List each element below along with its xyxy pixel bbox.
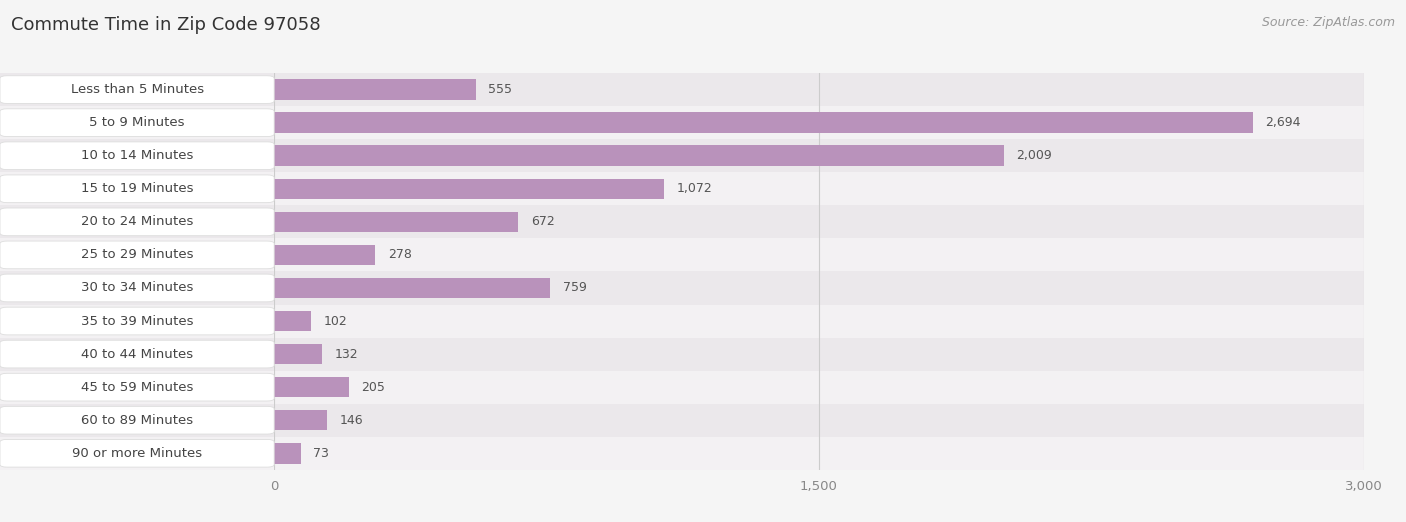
Bar bbox=[274, 437, 1364, 470]
Text: Less than 5 Minutes: Less than 5 Minutes bbox=[70, 83, 204, 96]
Bar bbox=[274, 205, 1364, 239]
Text: 90 or more Minutes: 90 or more Minutes bbox=[72, 447, 202, 460]
Text: 205: 205 bbox=[361, 381, 385, 394]
Text: 2,694: 2,694 bbox=[1265, 116, 1301, 129]
Bar bbox=[274, 311, 311, 331]
Bar bbox=[274, 211, 519, 232]
Text: 35 to 39 Minutes: 35 to 39 Minutes bbox=[80, 315, 194, 327]
Bar bbox=[274, 344, 322, 364]
Text: 5 to 9 Minutes: 5 to 9 Minutes bbox=[90, 116, 184, 129]
Text: 40 to 44 Minutes: 40 to 44 Minutes bbox=[82, 348, 193, 361]
Bar bbox=[274, 239, 1364, 271]
Bar bbox=[274, 371, 1364, 404]
Text: 555: 555 bbox=[488, 83, 512, 96]
Text: 60 to 89 Minutes: 60 to 89 Minutes bbox=[82, 414, 193, 426]
Bar bbox=[274, 139, 1364, 172]
Text: 278: 278 bbox=[388, 248, 412, 262]
Text: 672: 672 bbox=[531, 216, 555, 228]
Bar bbox=[274, 172, 1364, 205]
Text: 15 to 19 Minutes: 15 to 19 Minutes bbox=[80, 182, 194, 195]
Bar bbox=[274, 112, 1253, 133]
Text: 759: 759 bbox=[562, 281, 586, 294]
Text: 30 to 34 Minutes: 30 to 34 Minutes bbox=[82, 281, 193, 294]
Bar bbox=[274, 79, 475, 100]
Bar bbox=[274, 304, 1364, 338]
Text: 2,009: 2,009 bbox=[1017, 149, 1052, 162]
Bar bbox=[274, 271, 1364, 304]
Bar bbox=[274, 377, 349, 397]
Text: 45 to 59 Minutes: 45 to 59 Minutes bbox=[82, 381, 193, 394]
Bar bbox=[274, 106, 1364, 139]
Bar bbox=[274, 278, 550, 298]
Text: 146: 146 bbox=[340, 414, 364, 426]
Bar bbox=[274, 146, 1004, 166]
Bar bbox=[274, 410, 328, 431]
Bar bbox=[274, 73, 1364, 106]
Text: 73: 73 bbox=[314, 447, 329, 460]
Text: 132: 132 bbox=[335, 348, 359, 361]
Text: 102: 102 bbox=[323, 315, 347, 327]
Bar bbox=[274, 245, 375, 265]
Text: 25 to 29 Minutes: 25 to 29 Minutes bbox=[80, 248, 194, 262]
Bar bbox=[274, 443, 301, 464]
Text: 1,072: 1,072 bbox=[676, 182, 711, 195]
Text: Source: ZipAtlas.com: Source: ZipAtlas.com bbox=[1261, 16, 1395, 29]
Bar bbox=[274, 179, 664, 199]
Text: 10 to 14 Minutes: 10 to 14 Minutes bbox=[82, 149, 193, 162]
Bar bbox=[274, 404, 1364, 437]
Text: Commute Time in Zip Code 97058: Commute Time in Zip Code 97058 bbox=[11, 16, 321, 33]
Text: 20 to 24 Minutes: 20 to 24 Minutes bbox=[82, 216, 193, 228]
Bar bbox=[274, 338, 1364, 371]
